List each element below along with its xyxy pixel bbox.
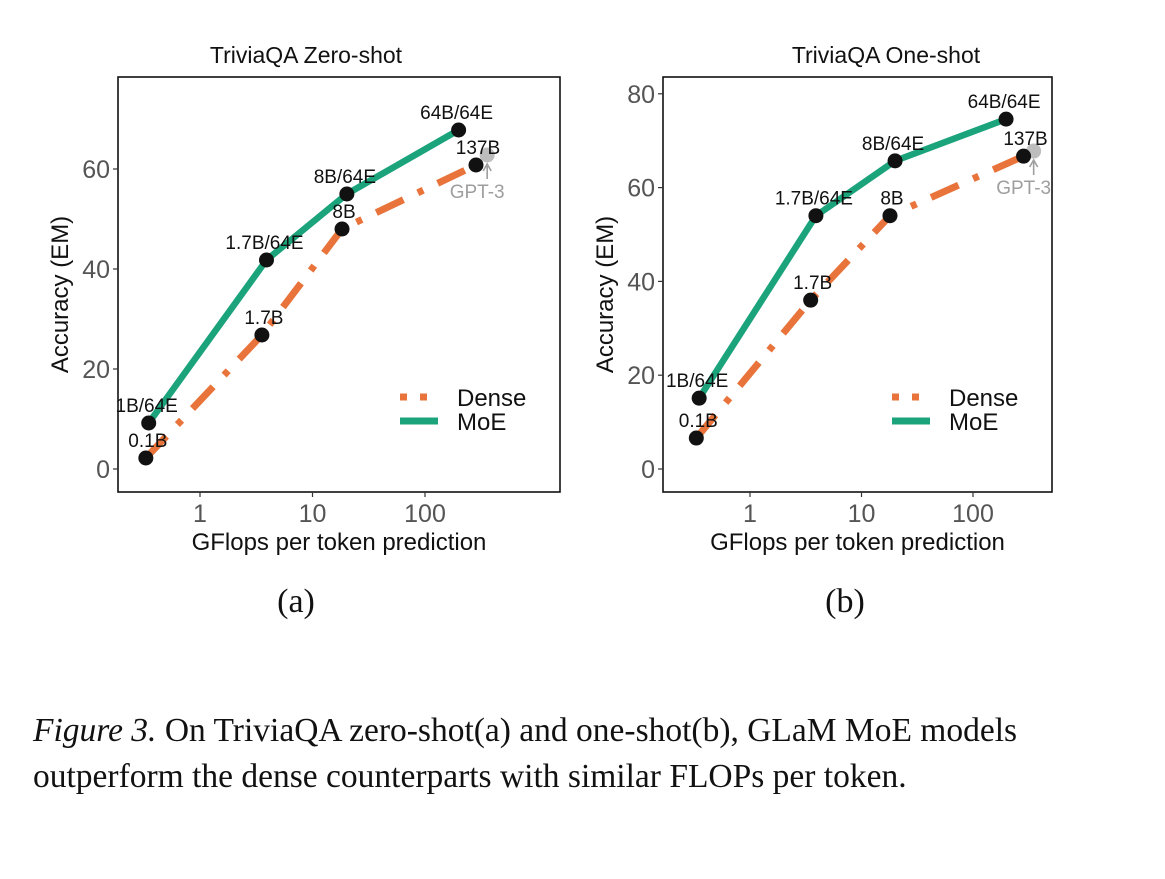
data-point — [334, 221, 350, 237]
data-point — [468, 157, 484, 173]
series-line-dense — [143, 161, 478, 461]
series-line-moe — [146, 127, 461, 425]
x-tick-label: 100 — [404, 500, 446, 528]
data-label: 64B/64E — [968, 92, 1041, 113]
y-tick-label: 20 — [82, 356, 110, 384]
y-tick-label: 0 — [96, 456, 110, 484]
x-tick-label: 100 — [952, 500, 994, 528]
y-tick-label: 40 — [82, 256, 110, 284]
x-axis-label: GFlops per token prediction — [710, 529, 1005, 556]
data-label: 8B — [880, 189, 903, 210]
data-point — [138, 450, 154, 466]
data-point — [254, 327, 270, 343]
data-point — [808, 208, 824, 224]
plot-area-border — [117, 76, 561, 493]
legend-label-dense: Dense — [457, 385, 526, 412]
data-label: 1B/64E — [666, 371, 728, 392]
data-point — [1016, 148, 1032, 164]
data-label: 8B — [332, 202, 355, 223]
legend-label-moe: MoE — [949, 409, 998, 436]
data-point — [258, 252, 274, 268]
data-label: 0.1B — [679, 411, 718, 432]
data-label: 0.1B — [128, 431, 167, 452]
y-tick-label: 40 — [627, 268, 655, 296]
series-line-dense — [693, 152, 1025, 441]
panel-label: (b) — [825, 583, 865, 620]
figure-caption: Figure 3. On TriviaQA zero-shot(a) and o… — [33, 708, 1133, 800]
data-label: 8B/64E — [862, 134, 924, 155]
y-tick-label: 80 — [627, 81, 655, 109]
y-tick-label: 20 — [627, 362, 655, 390]
legend-label-moe: MoE — [457, 409, 506, 436]
gpt3-label: GPT-3 — [996, 178, 1051, 199]
plot-area-border — [662, 76, 1053, 493]
data-point — [688, 430, 704, 446]
x-axis-label: GFlops per token prediction — [192, 529, 487, 556]
chart-title: TriviaQA One-shot — [792, 42, 981, 68]
data-label: 1.7B — [244, 308, 283, 329]
x-tick-label: 10 — [299, 500, 327, 528]
data-label: 64B/64E — [420, 103, 493, 124]
data-point — [803, 292, 819, 308]
y-axis-label: Accuracy (EM) — [592, 216, 619, 373]
data-label: 1B/64E — [116, 396, 178, 417]
data-point — [998, 111, 1014, 127]
figure-label: Figure 3. — [33, 712, 157, 749]
y-axis-label: Accuracy (EM) — [47, 216, 74, 373]
chart-title: TriviaQA Zero-shot — [210, 42, 403, 68]
data-point — [451, 122, 467, 138]
data-label: 8B/64E — [314, 167, 376, 188]
data-label: 137B — [1003, 129, 1047, 150]
data-point — [141, 415, 157, 431]
x-tick-label: 10 — [848, 500, 876, 528]
y-tick-label: 0 — [641, 456, 655, 484]
panel-label: (a) — [277, 583, 315, 620]
data-label: 1.7B — [793, 273, 832, 294]
y-tick-label: 60 — [627, 175, 655, 203]
data-point — [887, 153, 903, 169]
gpt3-arrowhead — [482, 162, 492, 172]
gpt3-arrowhead — [1028, 158, 1039, 168]
data-label: 137B — [456, 138, 500, 159]
gpt3-point — [479, 147, 495, 163]
data-point — [882, 208, 898, 224]
caption-text: On TriviaQA zero-shot(a) and one-shot(b)… — [33, 712, 1018, 795]
x-tick-label: 1 — [743, 500, 757, 528]
x-tick-label: 1 — [193, 500, 207, 528]
legend-label-dense: Dense — [949, 385, 1018, 412]
series-line-moe — [696, 116, 1008, 400]
data-label: 1.7B/64E — [775, 189, 853, 210]
gpt3-label: GPT-3 — [450, 182, 505, 203]
y-tick-label: 60 — [82, 156, 110, 184]
data-point — [691, 390, 707, 406]
data-point — [339, 186, 355, 202]
data-label: 1.7B/64E — [225, 233, 303, 254]
